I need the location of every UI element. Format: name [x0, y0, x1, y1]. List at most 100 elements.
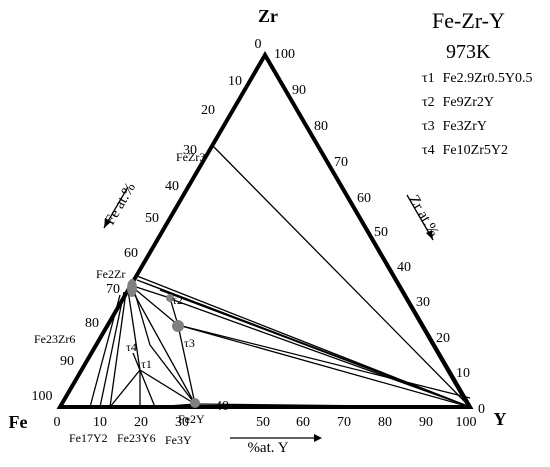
phase-label-fezr3: FeZr3 — [176, 150, 205, 164]
left-tick: 70 — [106, 282, 120, 297]
bottom-tick: 70 — [337, 415, 351, 430]
left-axis-title-group: Fe at.% — [102, 180, 139, 229]
right-axis-title: Zr at.% — [405, 193, 441, 240]
right-tick: 100 — [274, 47, 295, 62]
bottom-axis-title: %at. Y — [247, 440, 288, 456]
legend-entry: τ1 Fe2.9Zr0.5Y0.5 — [422, 71, 532, 86]
t3-marker — [172, 320, 184, 332]
left-axis-ticks: 0 10 20 30 40 50 60 70 80 90 100 — [32, 37, 262, 404]
legend: Fe-Zr-Y 973K τ1 Fe2.9Zr0.5Y0.5 τ2 Fe9Zr2Y … — [422, 8, 532, 158]
bottom-axis-title-group: %at. Y — [230, 434, 322, 456]
right-tick: 0 — [478, 402, 485, 417]
right-tick: 90 — [292, 83, 306, 98]
triangle-inner-edge — [266, 59, 467, 405]
phase-label-fe2y: Fe2Y — [178, 412, 205, 426]
tie-line — [129, 284, 179, 326]
tie-line — [127, 289, 141, 371]
legend-tag: τ4 — [422, 143, 435, 158]
tie-line — [167, 297, 471, 408]
tie-line — [109, 369, 141, 408]
phase-label-fe17y2: Fe17Y2 — [69, 431, 108, 445]
bottom-tick: 40 — [215, 399, 229, 414]
legend-temperature: 973K — [446, 41, 491, 63]
phase-label-fe2zr: Fe2Zr — [96, 267, 125, 281]
left-tick: 20 — [201, 103, 215, 118]
tie-line — [177, 324, 471, 408]
left-tick: 90 — [60, 354, 74, 369]
legend-formula: Fe9Zr2Y — [443, 95, 494, 110]
bottom-tick: 20 — [134, 415, 148, 430]
right-tick: 30 — [416, 295, 430, 310]
phase-label-fe23y6: Fe23Y6 — [117, 431, 156, 445]
phase-label-t3: τ3 — [184, 336, 195, 350]
right-tick: 40 — [397, 260, 411, 275]
legend-entry: τ4 Fe10Zr5Y2 — [422, 143, 508, 158]
legend-tag: τ3 — [422, 119, 435, 134]
bottom-tick: 30 — [175, 415, 189, 430]
right-tick: 70 — [334, 155, 348, 170]
phase-label-t4: τ4 — [126, 340, 137, 354]
bottom-tick: 10 — [93, 415, 107, 430]
legend-formula: Fe2.9Zr0.5Y0.5 — [443, 71, 533, 86]
left-tick: 60 — [124, 246, 138, 261]
left-tick: 50 — [145, 211, 159, 226]
tie-line — [89, 294, 121, 408]
bottom-tick: 90 — [419, 415, 433, 430]
right-tick: 50 — [374, 225, 388, 240]
right-axis-title-group: Zr at.% — [405, 193, 442, 241]
tie-line — [132, 352, 156, 408]
tie-line — [109, 291, 127, 408]
bottom-axis-arrowhead — [314, 434, 322, 442]
tie-line — [133, 289, 151, 346]
corner-label-left: Fe — [9, 412, 28, 432]
left-tick: 100 — [32, 389, 53, 404]
compound-markers — [127, 279, 200, 408]
tie-line — [99, 291, 125, 408]
legend-system: Fe-Zr-Y — [432, 8, 505, 33]
left-tick: 80 — [85, 316, 99, 331]
right-tick: 60 — [357, 191, 371, 206]
bottom-tick: 100 — [456, 415, 477, 430]
corner-label-right: Y — [494, 409, 507, 429]
left-tick: 10 — [228, 74, 242, 89]
right-tick: 10 — [456, 366, 470, 381]
legend-entry: τ3 Fe3ZrY — [422, 119, 487, 134]
right-tick: 20 — [436, 331, 450, 346]
fe2y-marker — [190, 398, 200, 408]
corner-label-top: Zr — [258, 6, 278, 26]
left-tick: 0 — [255, 37, 262, 52]
right-tick: 80 — [314, 119, 328, 134]
tie-line — [211, 144, 471, 408]
bottom-tick: 60 — [296, 415, 310, 430]
left-axis-arrowhead — [104, 218, 111, 228]
legend-tag: τ2 — [422, 95, 435, 110]
phase-labels: FeZr3 Fe2Zr Fe23Zr6 Fe17Y2 Fe23Y6 Fe3Y F… — [34, 150, 205, 447]
tie-line — [139, 369, 196, 405]
legend-tag: τ1 — [422, 71, 435, 86]
fe2zr-marker — [127, 279, 137, 297]
tie-line — [154, 403, 196, 408]
bottom-axis-ticks: 0 10 20 30 40 50 60 70 80 90 100 — [54, 399, 477, 430]
bottom-tick: 50 — [256, 415, 270, 430]
tie-line — [131, 289, 196, 405]
left-tick: 30 — [183, 143, 197, 158]
legend-formula: Fe10Zr5Y2 — [443, 143, 508, 158]
left-tick: 40 — [165, 179, 179, 194]
right-axis-arrowhead — [426, 230, 433, 240]
right-axis-ticks: 100 90 80 70 60 50 40 30 20 10 0 — [274, 47, 485, 417]
t2-marker — [166, 294, 174, 302]
triangle-outline — [56, 51, 474, 409]
tie-lines — [89, 144, 471, 408]
bottom-tick: 80 — [378, 415, 392, 430]
bottom-tick: 0 — [54, 415, 61, 430]
legend-formula: Fe3ZrY — [443, 119, 487, 134]
tie-line — [177, 324, 196, 405]
tie-line — [149, 344, 196, 405]
phase-label-fe3y: Fe3Y — [165, 433, 192, 447]
tie-line — [159, 289, 471, 408]
phase-label-fe23zr6: Fe23Zr6 — [34, 332, 75, 346]
tie-line — [194, 403, 471, 408]
phase-label-t1: τ1 — [141, 357, 152, 371]
